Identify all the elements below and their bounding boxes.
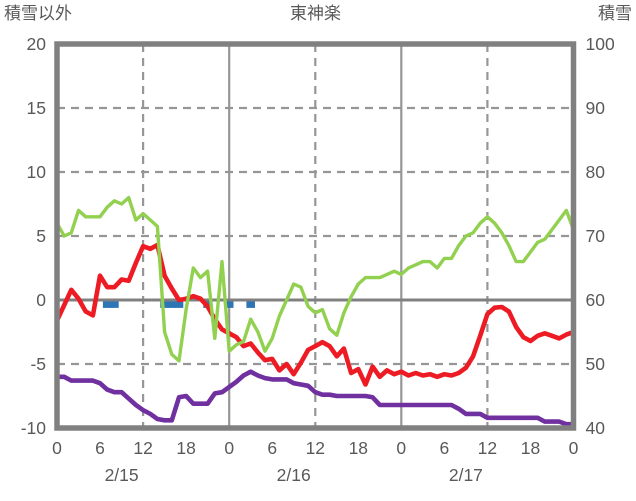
svg-text:100: 100 — [586, 34, 615, 54]
left-axis-title: 積雪以外 — [4, 4, 72, 23]
svg-text:0: 0 — [396, 438, 406, 458]
svg-text:0: 0 — [36, 290, 46, 310]
svg-text:80: 80 — [586, 162, 606, 182]
svg-text:-5: -5 — [30, 354, 46, 374]
svg-text:2/17: 2/17 — [449, 465, 483, 485]
svg-text:40: 40 — [586, 418, 606, 438]
station-title: 東神楽 — [290, 4, 341, 23]
svg-text:6: 6 — [267, 438, 277, 458]
right-axis-title: 積雪 — [598, 4, 632, 23]
vertical-gridlines — [142, 44, 489, 428]
svg-text:12: 12 — [133, 438, 152, 458]
svg-text:60: 60 — [586, 290, 606, 310]
svg-text:2/16: 2/16 — [277, 465, 311, 485]
svg-text:12: 12 — [478, 438, 497, 458]
hour-tick-labels: 0 6 12 18 0 6 12 18 0 6 12 18 0 — [52, 438, 579, 458]
svg-text:90: 90 — [586, 98, 606, 118]
svg-text:50: 50 — [586, 354, 606, 374]
svg-text:6: 6 — [440, 438, 450, 458]
svg-text:5: 5 — [36, 226, 46, 246]
right-axis-tick-labels: 100 90 80 70 60 50 40 — [586, 34, 615, 438]
svg-text:12: 12 — [306, 438, 325, 458]
plot-border — [54, 41, 577, 431]
svg-text:6: 6 — [95, 438, 105, 458]
svg-text:10: 10 — [27, 162, 47, 182]
svg-text:2/15: 2/15 — [105, 465, 139, 485]
purple-line — [54, 369, 576, 427]
svg-text:18: 18 — [521, 438, 540, 458]
svg-text:70: 70 — [586, 226, 606, 246]
svg-text:-10: -10 — [21, 418, 47, 438]
svg-text:18: 18 — [349, 438, 368, 458]
blue-squares — [102, 301, 255, 308]
svg-text:0: 0 — [569, 438, 579, 458]
red-line — [54, 242, 576, 387]
date-labels: 2/15 2/16 2/17 — [105, 465, 483, 485]
svg-text:0: 0 — [52, 438, 62, 458]
svg-text:0: 0 — [224, 438, 234, 458]
svg-text:15: 15 — [27, 98, 46, 118]
svg-text:18: 18 — [176, 438, 195, 458]
left-axis-tick-labels: 20 15 10 5 0 -5 -10 — [21, 34, 47, 438]
svg-text:20: 20 — [27, 34, 47, 54]
green-line — [55, 195, 576, 363]
